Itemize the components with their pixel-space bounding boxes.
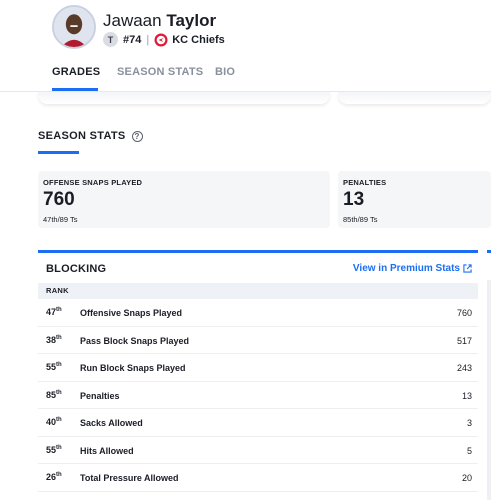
stat-card-penalties: PENALTIES 13 85th/89 Ts: [338, 171, 491, 228]
table-row: 26th Total Pressure Allowed 20: [38, 464, 478, 492]
row-rank: 47th: [46, 307, 62, 317]
row-rank: 55th: [46, 444, 62, 455]
stat-value: 13: [343, 189, 365, 210]
player-headshot-icon: [54, 7, 94, 47]
row-rank: 26th: [46, 472, 62, 482]
row-label: Pass Block Snaps Played: [80, 335, 190, 346]
grade-card-right: [338, 92, 491, 104]
row-value: 517: [456, 335, 472, 346]
row-value: 13: [461, 390, 472, 401]
stat-value: 760: [43, 189, 75, 210]
row-rank: 55th: [46, 362, 62, 372]
tab-season-stats[interactable]: SEASON STATS: [117, 66, 204, 78]
row-rank: 38th: [46, 334, 62, 345]
row-rank: 40th: [46, 417, 62, 427]
row-rank: 85th: [46, 389, 62, 400]
table-row: 40th Sacks Allowed 3: [38, 409, 478, 437]
stat-rank: 85th/89 Ts: [343, 215, 378, 224]
blocking-table: BLOCKING View in Premium Stats RANK 47th…: [38, 250, 478, 500]
row-label: Sacks Allowed: [80, 418, 143, 428]
row-label: Hits Allowed: [80, 445, 134, 456]
table-row: 55th Hits Allowed 5: [38, 437, 478, 464]
season-stats-heading: SEASON STATS: [38, 130, 126, 142]
next-card-accent: [487, 250, 491, 253]
tab-grades[interactable]: GRADES: [52, 66, 101, 78]
table-row: 55th Run Block Snaps Played 243: [38, 354, 478, 382]
stat-rank: 47th/89 Ts: [43, 215, 78, 224]
row-label: Total Pressure Allowed: [80, 473, 179, 483]
season-stats-underline: [38, 151, 79, 154]
row-value: 760: [456, 308, 472, 318]
player-first-name: Jawaan: [103, 11, 162, 30]
grade-card-left: [38, 92, 330, 104]
table-row: 85th Penalties 13: [38, 382, 478, 409]
external-link-icon[interactable]: [463, 264, 472, 273]
chiefs-logo-icon: [154, 33, 168, 46]
table-row: 47th Offensive Snaps Played 760: [38, 299, 478, 327]
premium-stats-label[interactable]: View in Premium Stats: [352, 263, 460, 274]
rank-header-label: RANK: [46, 286, 69, 295]
help-icon[interactable]: ?: [131, 130, 143, 142]
player-avatar: [52, 5, 96, 49]
row-label: Offensive Snaps Played: [80, 308, 183, 318]
tab-bio[interactable]: BIO: [215, 66, 236, 78]
row-value: 5: [466, 445, 472, 456]
stat-label: PENALTIES: [343, 178, 387, 187]
stat-card-offense-snaps: OFFENSE SNAPS PLAYED 760 47th/89 Ts: [38, 171, 330, 228]
table-row: 38th Pass Block Snaps Played 517: [38, 327, 478, 354]
row-value: 20: [461, 473, 472, 483]
row-value: 3: [466, 418, 472, 428]
next-card-edge: [487, 280, 491, 500]
team-name[interactable]: KC Chiefs: [172, 33, 225, 46]
position-badge: T: [103, 32, 118, 47]
premium-stats-link[interactable]: View in Premium Stats: [353, 263, 472, 274]
meta-separator: |: [146, 33, 150, 46]
profile-tabs: GRADES SEASON STATS BIO: [0, 56, 491, 92]
player-header: Jawaan Taylor T #74 | KC Chiefs: [0, 0, 491, 56]
season-stats-title: SEASON STATS ?: [38, 130, 143, 142]
jersey-number: #74: [123, 33, 142, 46]
player-name: Jawaan Taylor: [103, 11, 216, 31]
row-label: Penalties: [80, 390, 120, 401]
player-meta: T #74 | KC Chiefs: [103, 32, 225, 47]
row-label: Run Block Snaps Played: [80, 363, 186, 373]
active-tab-indicator: [52, 88, 98, 91]
player-last-name: Taylor: [166, 11, 217, 30]
stat-label: OFFENSE SNAPS PLAYED: [43, 178, 143, 187]
blocking-title: BLOCKING: [46, 263, 107, 275]
rank-column-header: RANK: [38, 283, 478, 299]
row-value: 243: [456, 363, 472, 373]
